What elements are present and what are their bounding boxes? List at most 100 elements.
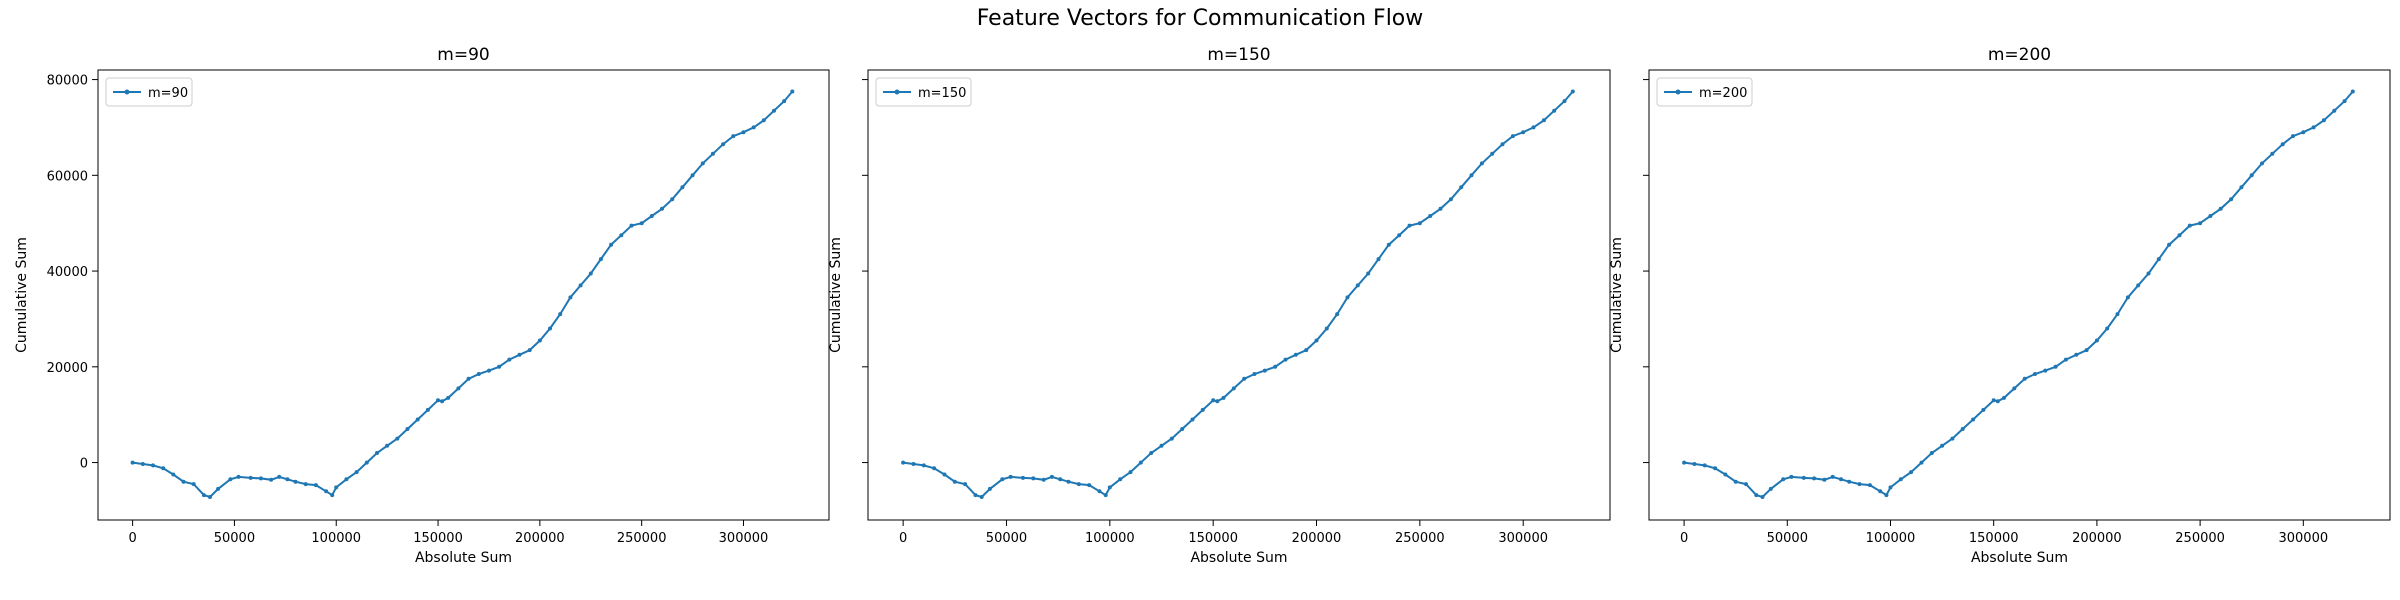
legend-box (1656, 77, 1753, 107)
data-point (1058, 477, 1063, 482)
data-point (2033, 372, 2037, 376)
data-point (2187, 223, 2192, 228)
data-point (741, 130, 746, 135)
data-point (721, 142, 726, 147)
data-point (1822, 477, 1827, 482)
x-tick-label: 150000 (1969, 531, 2019, 546)
x-tick-label: 300000 (2278, 531, 2328, 546)
data-point (1366, 271, 1371, 276)
data-point (425, 407, 430, 412)
data-point (1754, 493, 1759, 498)
data-point (1847, 479, 1852, 484)
data-point (507, 357, 512, 362)
data-point (2342, 99, 2347, 104)
legend: m=90 (105, 77, 193, 107)
x-axis-label: Absolute Sum (415, 550, 512, 566)
data-point (751, 125, 756, 130)
data-point (1781, 477, 1786, 482)
x-tick-label: 250000 (2175, 531, 2225, 546)
data-point (942, 472, 947, 477)
data-point (527, 348, 532, 353)
axes-frame (97, 69, 830, 521)
data-point (963, 482, 968, 487)
data-point (2002, 395, 2006, 400)
data-point (921, 463, 926, 468)
legend-marker-swatch (124, 89, 130, 95)
data-point (497, 364, 502, 369)
data-point (2063, 357, 2068, 362)
series-line (132, 90, 794, 499)
data-point (258, 476, 263, 481)
data-point (619, 233, 624, 238)
x-tick-label: 200000 (515, 531, 565, 546)
data-point (537, 338, 542, 343)
data-point (1940, 443, 1945, 448)
data-point (2198, 221, 2203, 226)
legend: m=150 (875, 77, 972, 107)
data-point (1459, 185, 1464, 190)
x-tick-label: 250000 (617, 531, 667, 546)
y-tick-label: 40000 (47, 265, 88, 280)
data-point (1909, 470, 1914, 475)
data-point (2084, 348, 2089, 353)
data-point (303, 482, 308, 487)
subplot-title: m=90 (437, 45, 489, 65)
data-point (1215, 399, 1220, 404)
data-point (1510, 134, 1515, 139)
subplot-title: m=200 (1988, 45, 2051, 65)
data-point (558, 312, 563, 317)
data-point (1702, 463, 1707, 468)
data-point (415, 417, 420, 422)
data-point (1211, 398, 1216, 403)
data-point (1190, 417, 1195, 422)
data-point (191, 482, 196, 487)
legend-label: m=150 (918, 86, 966, 101)
data-point (1479, 161, 1484, 166)
data-point (1713, 466, 1718, 471)
legend-marker-swatch (894, 89, 900, 95)
legend-label: m=90 (148, 86, 188, 101)
data-point (269, 477, 274, 482)
data-point (911, 462, 916, 466)
data-point (639, 221, 644, 226)
x-tick-label: 200000 (1292, 531, 1342, 546)
data-point (1500, 142, 1505, 147)
data-point (2177, 233, 2182, 238)
data-point (1929, 451, 1934, 455)
data-point (578, 283, 583, 288)
data-point (952, 479, 957, 484)
data-point (1857, 482, 1862, 487)
data-point (2022, 376, 2027, 381)
data-point (161, 466, 166, 471)
data-point (629, 223, 634, 228)
data-point (1076, 482, 1081, 487)
y-axis-label: Cumulative Sum (14, 237, 30, 353)
x-tick-label: 300000 (1498, 531, 1548, 546)
figure-title: Feature Vectors for Communication Flow (976, 6, 1424, 31)
x-tick-label: 250000 (1395, 531, 1445, 546)
data-point (1898, 477, 1903, 482)
data-point (277, 474, 282, 479)
data-point (1562, 99, 1567, 104)
subplot-2: m=150 0 50000 100000 150000 200000 250000 30000… (828, 45, 1611, 566)
data-point (1021, 475, 1025, 480)
subplot-title: m=150 (1207, 45, 1270, 65)
data-point (2291, 134, 2295, 139)
data-point (436, 398, 440, 403)
series-line (1683, 90, 2354, 499)
data-point (1692, 462, 1697, 466)
subplot-1: m=900 50000 100000 150000 200000 250000 300000… (14, 45, 830, 566)
data-point (2146, 271, 2151, 276)
data-point (1407, 223, 1412, 228)
data-point (2332, 108, 2337, 113)
data-point (181, 479, 186, 484)
data-point (1744, 482, 1748, 487)
data-point (248, 475, 253, 480)
data-point (1919, 460, 1924, 465)
data-point (772, 108, 776, 113)
data-point (660, 206, 664, 211)
data-point (2350, 89, 2355, 94)
data-point (1231, 386, 1236, 391)
data-point (1355, 283, 1360, 288)
